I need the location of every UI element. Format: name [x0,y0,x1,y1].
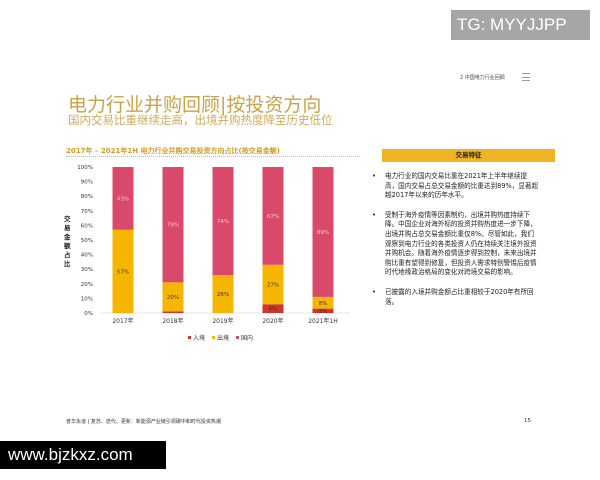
y-tick-label: 100% [77,165,93,171]
data-label: 67% [267,214,279,220]
y-tick-label: 0% [84,311,93,317]
bar-segment-出境 [312,296,334,309]
bar-segment-出境 [112,229,134,313]
bar-segment-国内 [212,167,234,276]
bar-segment-国内 [262,167,284,265]
page-subtitle: 国内交易比重继续走高，出境并购热度降至历史低位 [68,113,333,127]
y-tick-label: 50% [81,238,93,244]
data-label: 79% [167,223,179,229]
y-tick-label: 40% [81,253,93,259]
data-label: 26% [217,292,229,298]
y-tick-label: 30% [81,267,93,273]
panel-heading: 交易特征 [382,149,555,162]
section-header: 2 中国电力行业回顾 [460,75,505,81]
bar-segment-出境 [162,282,184,312]
data-label: 3% [319,309,328,315]
data-label: 57% [117,269,129,275]
bar-segment-入境 [162,311,184,313]
x-tick-label: 2021年1H [308,317,338,325]
divider [66,156,360,157]
bar-segment-出境 [262,264,284,305]
bar-segment-入境 [262,304,284,313]
bullet-item: 受制于海外疫情等因素制约，出境并购热度持续下降。中国企业对海外标的投资并购热度进… [370,211,540,278]
bullet-list: 电力行业的国内交易比重在2021年上半年继续提高，国内交易占总交易金额的比重达到… [370,172,540,317]
data-label: 74% [217,219,229,225]
data-label: 20% [167,295,179,301]
x-tick-label: 2019年 [212,317,233,325]
y-axis-label: 交易金额占比 [64,215,71,268]
y-tick-label: 10% [81,296,93,302]
data-label: 27% [267,283,279,289]
footer-text: 普华永道 | 复苏、迭代、更新：新能源产业链引领碳中和时代投资热潮 [66,419,221,425]
bar-segment-国内 [112,167,134,230]
watermark-top: TG: MYYJJPP [451,10,590,40]
chart-title: 2017年 – 2021年1H 电力行业并购交易投资方向占比(按交易金额) [66,147,280,155]
page-number: 15 [524,418,531,424]
x-tick-label: 2017年 [112,317,133,325]
data-label: 89% [317,230,329,236]
bar-segment-国内 [312,167,334,297]
watermark-bottom: www.bjzkxz.com [0,441,166,469]
x-tick-label: 2020年 [262,317,283,325]
legend-swatch [212,336,215,339]
data-label: 43% [117,196,129,202]
bullet-item: 电力行业的国内交易比重在2021年上半年继续提高，国内交易占总交易金额的比重达到… [370,172,540,201]
y-tick-label: 90% [81,180,93,186]
menu-icon[interactable] [522,73,530,81]
bar-segment-出境 [212,275,234,313]
legend-label: 出境 [217,334,229,342]
legend-swatch [236,336,239,339]
bar-segment-国内 [162,167,184,283]
y-tick-label: 80% [81,194,93,200]
page-title: 电力行业并购回顾|按投资方向 [68,94,322,116]
bar-segment-入境 [312,308,334,313]
y-tick-label: 70% [81,209,93,215]
data-label: 6% [269,307,278,313]
legend-label: 国内 [241,334,253,342]
legend-swatch [188,336,191,339]
data-label: 8% [319,301,328,307]
legend-label: 入境 [193,334,205,342]
y-tick-label: 60% [81,223,93,229]
bullet-item: 已披露的入境并购金额占比重相较于2020年有所回落。 [370,288,540,307]
y-tick-label: 20% [81,282,93,288]
x-tick-label: 2018年 [162,317,183,325]
